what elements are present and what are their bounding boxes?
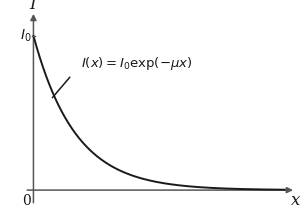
- Text: I: I: [29, 0, 36, 13]
- Text: $I(x) = I_0\mathrm{exp}(-\mu x)$: $I(x) = I_0\mathrm{exp}(-\mu x)$: [81, 55, 193, 72]
- Text: 0: 0: [23, 194, 31, 208]
- Text: $I_0$: $I_0$: [20, 28, 31, 44]
- Text: x: x: [291, 192, 300, 209]
